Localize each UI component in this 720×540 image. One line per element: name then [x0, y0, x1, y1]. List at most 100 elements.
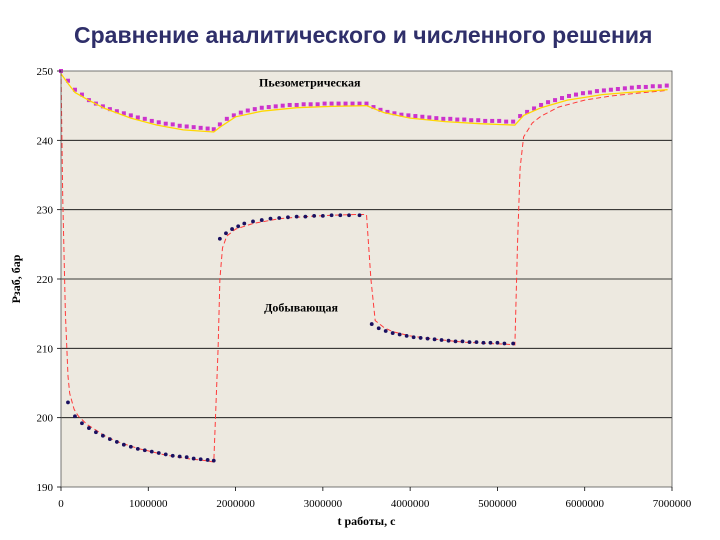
data-point	[587, 90, 592, 95]
y-tick-label: 200	[37, 413, 54, 425]
data-point	[413, 114, 418, 119]
data-point	[156, 120, 161, 125]
data-point	[338, 213, 343, 218]
x-tick-label: 2000000	[216, 498, 255, 510]
series-3	[60, 73, 668, 133]
data-point	[453, 339, 458, 344]
data-point	[467, 340, 472, 344]
data-point	[294, 102, 299, 107]
data-point	[80, 421, 84, 426]
data-point	[312, 214, 317, 218]
data-point	[573, 92, 578, 97]
data-point	[376, 326, 381, 331]
data-point	[560, 96, 565, 101]
data-point	[287, 102, 292, 107]
data-point	[397, 332, 402, 337]
data-point	[481, 340, 486, 345]
data-point	[539, 102, 544, 107]
series-line	[60, 73, 668, 133]
data-point	[128, 113, 133, 118]
data-point	[657, 84, 662, 89]
data-point	[65, 78, 70, 83]
data-point	[357, 101, 362, 106]
data-point	[497, 118, 502, 123]
data-point	[594, 89, 599, 94]
y-axis-title: Pзаб, бар	[9, 254, 23, 303]
y-tick-label: 240	[37, 135, 54, 147]
data-point	[163, 121, 168, 126]
data-point	[236, 224, 241, 229]
data-point	[448, 116, 453, 121]
data-point	[191, 456, 196, 461]
data-point	[184, 455, 189, 460]
data-point	[94, 430, 98, 435]
data-point	[615, 87, 620, 92]
x-tick-label: 5000000	[478, 498, 517, 510]
data-point	[392, 111, 397, 116]
data-point	[553, 98, 558, 103]
data-point	[224, 231, 228, 236]
data-point	[259, 105, 264, 110]
annotation-label: Пьезометрическая	[259, 75, 361, 89]
data-point	[107, 107, 112, 112]
series-layer	[59, 69, 669, 463]
data-point	[191, 125, 196, 130]
data-point	[567, 93, 572, 98]
series-2	[59, 69, 669, 132]
data-point	[142, 116, 147, 121]
data-point	[636, 84, 641, 89]
data-point	[198, 125, 203, 130]
data-point	[273, 104, 278, 109]
data-point	[511, 341, 516, 346]
data-point	[425, 336, 430, 341]
data-point	[308, 102, 313, 107]
data-point	[390, 331, 395, 335]
data-point	[350, 101, 355, 106]
data-point	[469, 118, 474, 123]
data-point	[177, 123, 182, 128]
annotation-label: Добывающая	[264, 301, 338, 315]
data-point	[231, 113, 236, 118]
data-point	[205, 126, 210, 131]
data-point	[622, 86, 627, 91]
data-point	[518, 114, 523, 119]
data-point	[315, 102, 320, 107]
data-point	[211, 127, 216, 132]
data-point	[238, 110, 243, 115]
data-point	[121, 111, 126, 116]
data-point	[420, 114, 425, 119]
data-point	[322, 101, 327, 106]
data-point	[404, 333, 409, 338]
data-point	[149, 449, 154, 454]
y-tick-label: 210	[37, 343, 54, 355]
data-point	[72, 87, 77, 92]
x-tick-label: 3000000	[304, 498, 343, 510]
y-tick-label: 230	[37, 205, 54, 217]
data-point	[303, 214, 308, 219]
data-point	[357, 213, 362, 218]
data-point	[320, 214, 325, 218]
y-tick-label: 190	[37, 482, 54, 494]
y-tick-label: 220	[37, 274, 54, 286]
axes: 190 200 210 220 230 240 250 0 1000000 2000000 3000…	[37, 66, 692, 510]
data-point	[650, 84, 655, 89]
data-point	[135, 115, 140, 120]
data-point	[198, 457, 203, 462]
data-point	[128, 444, 133, 449]
data-point	[245, 108, 250, 113]
data-point	[643, 84, 648, 89]
data-point	[170, 122, 175, 127]
data-point	[163, 452, 168, 457]
data-point	[406, 113, 411, 118]
data-point	[441, 116, 446, 121]
data-point	[364, 101, 369, 106]
data-point	[343, 101, 348, 106]
x-tick-label: 0	[58, 498, 64, 510]
data-point	[476, 118, 481, 123]
x-tick-label: 7000000	[653, 498, 692, 510]
data-point	[483, 118, 488, 123]
gridlines	[61, 139, 672, 419]
y-tick-label: 250	[37, 66, 54, 78]
